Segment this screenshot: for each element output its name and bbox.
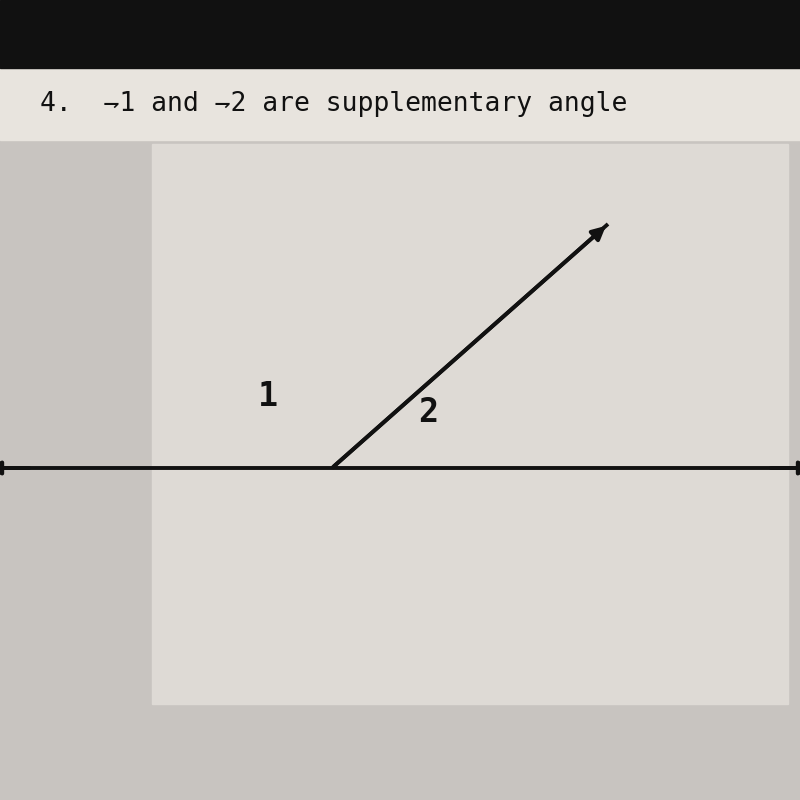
Text: 1: 1: [258, 379, 278, 413]
Text: 2: 2: [418, 395, 438, 429]
Text: 4.  ⇁1 and ⇁2 are supplementary angle: 4. ⇁1 and ⇁2 are supplementary angle: [40, 91, 627, 117]
